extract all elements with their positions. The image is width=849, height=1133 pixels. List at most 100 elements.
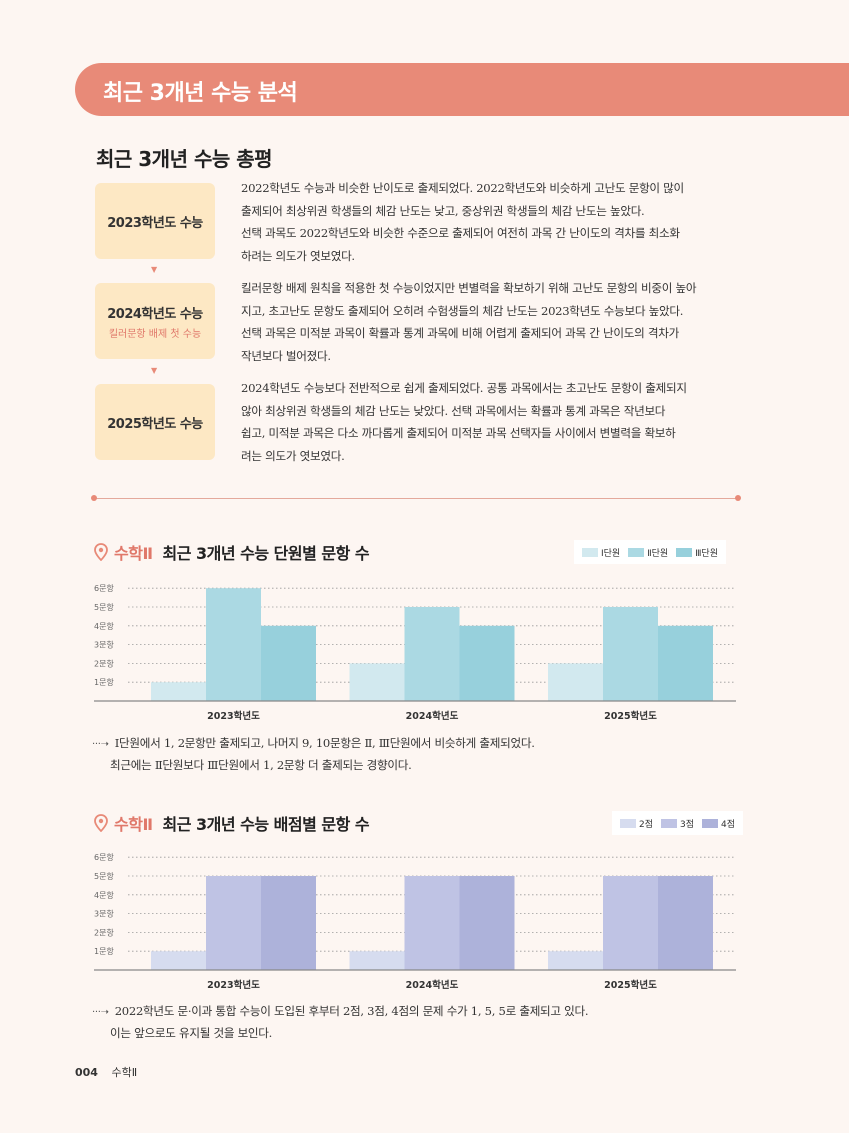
para-line: 쉽고, 미적분 과목은 다소 까다롭게 출제되어 미적분 과목 선택자들 사이에… [241,426,676,440]
x-tick-label: 2024학년도 [406,710,459,722]
y-tick-label: 6문항 [94,584,114,593]
overview-title: 최근 3개년 수능 총평 [96,147,273,171]
para-line: 하려는 의도가 엿보였다. [241,248,355,263]
year-sublabel: 킬러문항 배제 첫 수능 [108,328,202,340]
chart1-legend: Ⅰ단원 Ⅱ단원 Ⅲ단원 [574,540,726,564]
bar [658,876,713,970]
divider-dot [91,495,97,501]
chart2-bar-chart: 1문항 2문항 3문항 4문항 5문항 6문항 2023학년도 2024학년도 2025학년도 [94,853,736,991]
overview-paragraph-2025: 2024학년도 수능보다 전반적으로 쉽게 출제되었다. 공통 과목에서는 초고… [241,377,739,467]
legend-label: 4점 [721,819,736,830]
y-tick-label: 5문항 [94,872,114,881]
year-label: 2024학년도 수능 [107,306,203,322]
year-label: 2025학년도 수능 [107,416,203,432]
legend-swatch [582,547,598,557]
overview-paragraph-2023: 2022학년도 수능과 비슷한 난이도로 출제되었다. 2022학년도와 비슷하… [241,177,739,267]
banner-title: 최근 3개년 수능 분석 [103,81,298,106]
note-line: 최근에는 Ⅱ단원보다 Ⅲ단원에서 1, 2문항 더 출제되는 경향이다. [110,758,412,772]
legend-label: Ⅲ단원 [695,548,718,559]
location-pin-icon [94,543,108,561]
page-footer: 004 수학Ⅱ [75,1064,137,1080]
para-line: 지고, 초고난도 문항도 출제되어 오히려 수험생들의 체감 난도는 2023학… [241,303,684,318]
chart2-heading: 수학Ⅱ 최근 3개년 수능 배점별 문항 수 [94,811,370,835]
chart2-legend: 2점 3점 4점 [612,811,744,835]
y-tick-label: 2문항 [94,928,114,937]
chart1-note: ···➝ Ⅰ단원에서 1, 2문항만 출제되고, 나머지 9, 10문항은 Ⅱ, … [92,733,752,775]
note-line: Ⅰ단원에서 1, 2문항만 출제되고, 나머지 9, 10문항은 Ⅱ, Ⅲ단원에… [114,736,535,750]
legend-item: 3점 [661,817,694,830]
note-line: 2022학년도 문·이과 통합 수능이 도입된 후부터 2점, 3점, 4점의 … [114,1004,589,1018]
legend-swatch [620,818,636,828]
chart1-bar-chart: 1문항 2문항 3문항 4문항 5문항 6문항 2023학년도 2024학년도 2025학년도 [94,584,736,722]
bar [151,682,206,701]
legend-swatch [628,547,645,557]
legend-swatch [702,818,719,828]
legend-swatch [676,547,693,557]
year-box-2025: 2025학년도 수능 [95,384,215,460]
para-line: 선택 과목도 2022학년도와 비슷한 수준으로 출제되어 여전히 과목 간 난… [241,226,680,240]
para-line: 킬러문항 배제 원칙을 적용한 첫 수능이었지만 변별력을 확보하기 위해 고난… [241,281,697,295]
chart2-note: ···➝ 2022학년도 문·이과 통합 수능이 도입된 후부터 2점, 3점, … [92,1001,752,1043]
legend-label: 3점 [680,819,695,830]
chart2-subject: 수학Ⅱ [114,815,153,834]
bar [459,625,515,701]
y-tick-label: 4문항 [94,891,114,900]
page-number: 004 [75,1066,98,1079]
para-line: 선택 과목은 미적분 과목이 확률과 통계 과목에 비해 어렵게 출제되어 과목… [241,326,679,340]
x-tick-label: 2023학년도 [207,979,260,991]
bar [404,876,460,970]
footer-subject: 수학Ⅱ [111,1066,138,1079]
arrow-down-icon: ▼ [151,366,158,375]
para-line: 2022학년도 수능과 비슷한 난이도로 출제되었다. 2022학년도와 비슷하… [241,181,684,195]
overview-paragraph-2024: 킬러문항 배제 원칙을 적용한 첫 수능이었지만 변별력을 확보하기 위해 고난… [241,277,739,367]
arrow-down-icon: ▼ [151,265,158,274]
x-tick-label: 2025학년도 [604,979,657,991]
legend-swatch [661,818,678,828]
x-tick-label: 2024학년도 [406,979,459,991]
bar [603,607,658,701]
legend-item: 4점 [702,817,735,830]
y-tick-label: 4문항 [94,622,114,631]
bar [261,876,316,970]
y-tick-label: 6문항 [94,853,114,862]
bar [658,625,713,701]
y-tick-label: 1문항 [94,947,114,956]
section-banner: 최근 3개년 수능 분석 [75,63,849,116]
y-tick-label: 1문항 [94,678,114,687]
y-tick-label: 3문항 [94,910,114,919]
arrow-right-icon: ···➝ [92,739,109,750]
chart1-heading: 수학Ⅱ 최근 3개년 수능 단원별 문항 수 [94,540,370,564]
para-line: 려는 의도가 엿보였다. [241,448,345,463]
legend-item: Ⅲ단원 [676,546,718,559]
legend-label: Ⅰ단원 [601,548,621,559]
bar [206,876,261,970]
location-pin-icon [94,814,108,832]
divider-dot [735,495,741,501]
y-tick-label: 2문항 [94,659,114,668]
legend-item: 2점 [620,817,653,830]
year-box-2023: 2023학년도 수능 [95,183,215,259]
year-box-2024: 2024학년도 수능 킬러문항 배제 첫 수능 [95,283,215,359]
y-tick-label: 3문항 [94,641,114,650]
para-line: 2024학년도 수능보다 전반적으로 쉽게 출제되었다. 공통 과목에서는 초고… [241,381,687,395]
bar [206,588,261,701]
bar [548,663,603,701]
legend-item: Ⅰ단원 [582,546,620,559]
para-line: 않아 최상위권 학생들의 체감 난도는 낮았다. 선택 과목에서는 확률과 통계… [241,403,666,418]
legend-label: 2점 [639,819,654,830]
year-label: 2023학년도 수능 [107,215,203,231]
bar [151,951,206,970]
bar [459,876,515,970]
bar [404,607,460,701]
legend-item: Ⅱ단원 [628,546,668,559]
chart1-subject: 수학Ⅱ [114,544,153,563]
chart2-title: 최근 3개년 수능 배점별 문항 수 [162,815,370,834]
x-tick-label: 2025학년도 [604,710,657,722]
section-divider [94,498,738,499]
bar [261,625,316,701]
bar [349,951,405,970]
bar [548,951,603,970]
chart1-title: 최근 3개년 수능 단원별 문항 수 [162,544,370,563]
note-line: 이는 앞으로도 유지될 것을 보인다. [110,1026,273,1040]
bar [603,876,658,970]
